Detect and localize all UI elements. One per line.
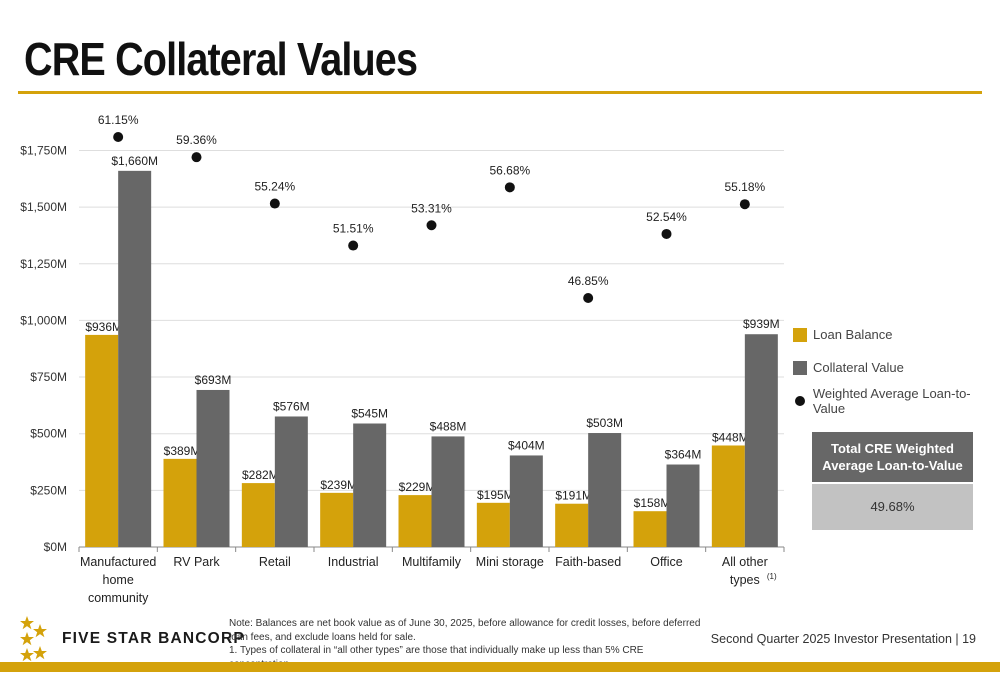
ltv-data-label: 52.54% [646, 210, 687, 224]
collateral-value-bar [196, 389, 230, 547]
collateral-value-data-label: $1,660M [111, 154, 158, 168]
loan-balance-bar [398, 495, 432, 547]
ltv-data-label: 61.15% [98, 113, 139, 127]
ltv-marker-swatch [795, 395, 805, 406]
loan-balance-bar [711, 445, 745, 547]
ltv-data-label: 55.24% [254, 180, 295, 194]
total-cre-ltv-box: Total CRE Weighted Average Loan-to-Value… [812, 432, 973, 530]
loan-balance-data-label: $448M [712, 430, 749, 444]
x-tick-label: home [103, 573, 134, 587]
cre-collateral-chart: $0M $250M $500M $750M $1,000M $1,250M $1,500M $… [20, 113, 785, 605]
collateral-value-data-label: $503M [586, 416, 623, 430]
collateral-value-data-label: $404M [508, 438, 545, 452]
legend-label-loan-balance: Loan Balance [813, 327, 893, 342]
loan-balance-data-label: $239M [320, 478, 357, 492]
loan-balance-swatch [793, 327, 807, 342]
ltv-data-label: 46.85% [568, 274, 609, 288]
total-cre-ltv-value: 49.68% [812, 484, 973, 530]
legend-item-ltv: Weighted Average Loan-to-Value [793, 384, 1000, 417]
collateral-value-swatch [793, 360, 807, 375]
loan-balance-data-label: $282M [242, 468, 279, 482]
page-title: CRE Collateral Values [24, 33, 418, 85]
ltv-data-label: 53.31% [411, 201, 452, 215]
y-tick-label: $250M [30, 483, 67, 497]
x-tick-label: community [88, 591, 149, 605]
loan-balance-bar [476, 502, 510, 547]
ltv-data-label: 59.36% [176, 133, 217, 147]
loan-balance-data-label: $191M [555, 489, 592, 503]
x-tick-label: Retail [259, 555, 291, 569]
y-tick-label: $1,000M [20, 313, 67, 327]
collateral-value-bar [118, 170, 152, 547]
collateral-value-bar [353, 423, 387, 547]
x-tick-label: types [730, 573, 760, 587]
ltv-data-label: 55.18% [724, 180, 765, 194]
x-tick-label: All other [722, 555, 768, 569]
y-tick-label: $1,750M [20, 143, 67, 157]
collateral-value-bar [509, 455, 543, 547]
ltv-data-label: 56.68% [489, 163, 530, 177]
x-tick-label: Multifamily [402, 555, 462, 569]
ltv-point [504, 182, 515, 193]
ltv-point [191, 152, 202, 163]
legend-item-loan-balance: Loan Balance [793, 318, 1000, 351]
loan-balance-data-label: $389M [164, 444, 201, 458]
collateral-value-bar [431, 436, 465, 547]
ltv-point [426, 220, 437, 231]
collateral-value-data-label: $364M [665, 448, 702, 462]
loan-balance-bar [85, 334, 119, 547]
collateral-value-bar [744, 334, 778, 547]
collateral-value-data-label: $939M [743, 317, 780, 331]
loan-balance-data-label: $195M [477, 488, 514, 502]
bottom-accent-bar [0, 662, 1000, 672]
ltv-point [269, 198, 280, 209]
total-cre-ltv-header: Total CRE Weighted Average Loan-to-Value [812, 432, 973, 482]
loan-balance-bar [163, 458, 197, 547]
x-tick-label: RV Park [173, 555, 220, 569]
collateral-value-data-label: $576M [273, 399, 310, 413]
y-tick-label: $1,250M [20, 257, 67, 271]
ltv-point [583, 293, 594, 303]
ltv-data-label: 51.51% [333, 222, 374, 236]
ltv-point [739, 199, 750, 210]
company-logo: FIVE STAR BANCORP [18, 615, 244, 663]
title-rule [18, 91, 982, 94]
star-cluster-icon [20, 616, 47, 662]
logo-wordmark: FIVE STAR BANCORP [62, 630, 245, 647]
footer-presentation-label: Second Quarter 2025 Investor Presentatio… [710, 632, 976, 646]
note-text: Note: Balances are net book value as of … [229, 618, 701, 643]
y-tick-label: $500M [30, 427, 67, 441]
y-tick-label: $0M [44, 540, 67, 554]
chart-legend: Loan Balance Collateral Value Weighted A… [793, 318, 1000, 417]
collateral-value-bar [274, 416, 308, 547]
collateral-value-data-label: $488M [430, 419, 467, 433]
legend-label-collateral-value: Collateral Value [813, 360, 904, 375]
loan-balance-data-label: $158M [634, 496, 671, 510]
loan-balance-bar [320, 492, 354, 547]
x-tick-label: Manufactured [80, 555, 156, 569]
loan-balance-data-label: $229M [399, 480, 436, 494]
y-tick-label: $1,500M [20, 200, 67, 214]
collateral-value-bar [588, 433, 622, 547]
loan-balance-bar [555, 503, 589, 547]
footnote-marker: (1) [767, 572, 777, 581]
legend-label-ltv: Weighted Average Loan-to-Value [812, 385, 971, 416]
collateral-value-data-label: $693M [195, 373, 232, 387]
x-tick-label: Industrial [328, 555, 379, 569]
ltv-point [348, 240, 359, 251]
loan-balance-data-label: $936M [85, 320, 122, 334]
y-tick-label: $750M [30, 370, 67, 384]
collateral-value-data-label: $545M [351, 407, 388, 421]
x-tick-label: Office [650, 555, 682, 569]
legend-item-collateral-value: Collateral Value [793, 351, 1000, 384]
x-tick-label: Faith-based [555, 555, 621, 569]
ltv-point [113, 132, 124, 142]
collateral-value-bar [666, 464, 700, 547]
loan-balance-bar [241, 483, 275, 547]
loan-balance-bar [633, 511, 667, 547]
x-tick-label: Mini storage [476, 555, 544, 569]
ltv-point [661, 228, 672, 239]
